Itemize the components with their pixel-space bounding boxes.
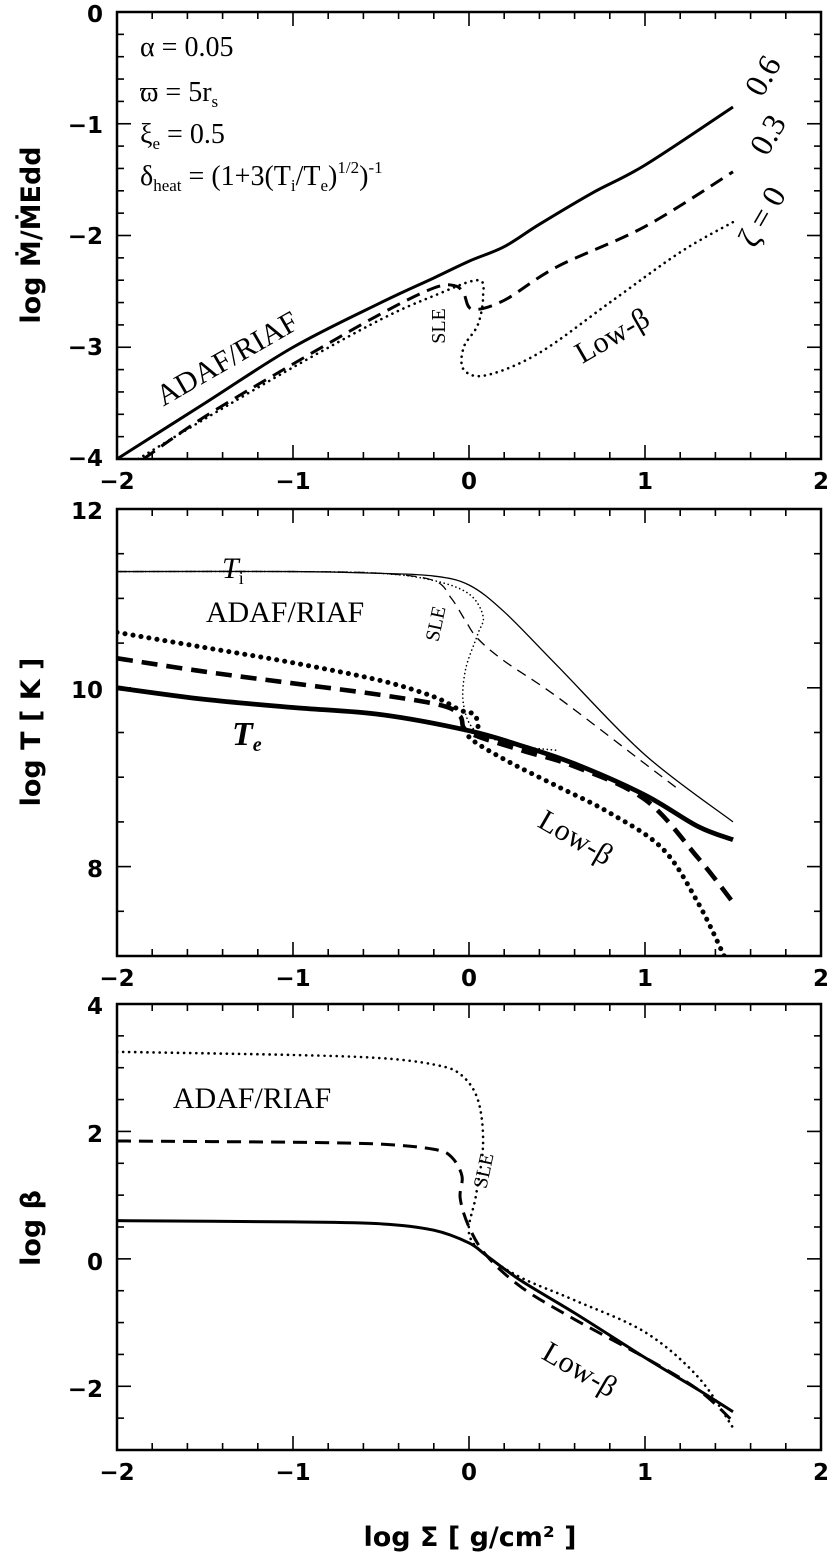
x-tick-label: 2 [813, 469, 829, 495]
y-tick-label: 0 [87, 2, 103, 28]
series-line-dashed [142, 170, 734, 459]
x-tick-label: −1 [275, 1460, 310, 1486]
x-tick-label: −2 [99, 966, 134, 992]
x-tick-label: −1 [275, 966, 310, 992]
x-tick-label: 2 [813, 966, 829, 992]
parameter-legend: α = 0.05 ϖ = 5rs ξe = 0.5 δheat = (1+3(T… [140, 32, 383, 195]
lowbeta-label-top: Low-β [569, 301, 655, 370]
y-tick-label: −3 [68, 335, 103, 361]
delta-param: δheat = (1+3(Ti/Te)1/2)-1 [140, 158, 383, 195]
x-tick-label: 0 [461, 966, 477, 992]
adaf-label-top: ADAF/RIAF [150, 305, 304, 413]
x-tick-label: 1 [637, 1460, 653, 1486]
series-layer-top [117, 105, 735, 459]
te-label: Te [232, 716, 262, 756]
lowbeta-label-middle: Low-β [533, 803, 619, 872]
x-tick-label: 1 [637, 469, 653, 495]
y-axis-label-middle: log T [ K ] [16, 658, 47, 807]
tick-marks-top [116, 11, 822, 460]
zeta-0-label: ζ = 0 [730, 180, 793, 253]
x-tick-label: 1 [637, 966, 653, 992]
y-tick-label: 12 [71, 499, 103, 525]
x-tick-label: 0 [461, 1460, 477, 1486]
series-layer-bottom [117, 1050, 735, 1429]
alpha-param: α = 0.05 [140, 32, 233, 63]
y-tick-label: 10 [71, 678, 103, 704]
y-axis-label-bottom: log β [16, 1190, 47, 1266]
y-tick-label: −4 [68, 446, 103, 472]
sle-label-middle: SLE [422, 604, 451, 643]
series-line-solid [117, 1219, 734, 1414]
x-tick-label: −2 [99, 1460, 134, 1486]
xi-param: ξe = 0.5 [140, 119, 225, 153]
y-tick-label: 8 [87, 857, 103, 883]
y-axis-label-top: log Ṁ/ṀEdd [15, 146, 47, 323]
series-layer-middle [117, 570, 735, 956]
x-tick-label: 2 [813, 1460, 829, 1486]
y-tick-label: 4 [87, 994, 103, 1020]
series-line-thick-dotted [117, 629, 727, 956]
series-line-thin-dotted [117, 570, 558, 752]
x-axis-label: log Σ [ g/cm² ] [363, 1522, 576, 1553]
adaf-label-bottom: ADAF/RIAF [173, 1082, 331, 1115]
tick-marks-bottom [116, 1003, 822, 1451]
lowbeta-label-bottom: Low-β [537, 1335, 623, 1404]
panel-temperature: 12 10 8 −2 −1 0 1 2 log T [ K ] Ti ADAF/… [16, 499, 829, 992]
series-line-dotted [117, 1050, 735, 1429]
ti-label: Ti [222, 552, 244, 588]
y-tick-label: 0 [87, 1250, 103, 1276]
sle-label-bottom: SLE [470, 1151, 499, 1190]
x-tick-label: −2 [99, 469, 134, 495]
y-tick-label: 2 [87, 1122, 103, 1148]
x-tick-label: −1 [275, 469, 310, 495]
series-line-thick-solid [117, 685, 734, 843]
y-tick-label: −2 [68, 224, 103, 250]
series-line-thin-dashed [117, 570, 681, 792]
varpi-param: ϖ = 5rs [140, 77, 218, 111]
panel-plasma-beta: 4 2 0 −2 −2 −1 0 1 2 log β ADAF/RIAF SLE… [16, 994, 829, 1486]
adaf-label-middle: ADAF/RIAF [206, 596, 364, 629]
x-tick-label: 0 [461, 469, 477, 495]
series-line-thick-dashed [117, 656, 735, 904]
series-line-solid [117, 105, 734, 459]
panel-mass-accretion: 0 −1 −2 −3 −4 −2 −1 0 1 2 log Ṁ/ṀEdd α =… [15, 2, 829, 495]
y-tick-label: −1 [68, 113, 103, 139]
series-line-dashed [117, 1139, 735, 1423]
zeta-06-label: 0.6 [737, 49, 788, 102]
sle-label-top: SLE [428, 308, 450, 344]
y-tick-label: −2 [68, 1377, 103, 1403]
zeta-03-label: 0.3 [742, 108, 793, 161]
